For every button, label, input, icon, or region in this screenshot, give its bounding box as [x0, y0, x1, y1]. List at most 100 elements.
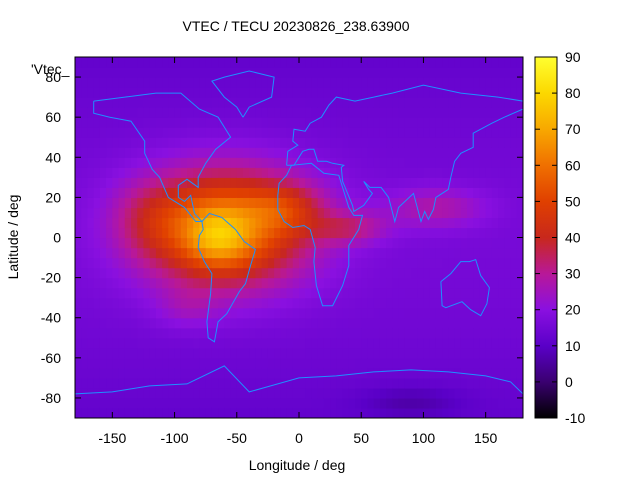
coastline-north-america — [93, 92, 232, 222]
heat-cell — [124, 57, 132, 68]
heat-cell — [93, 127, 101, 138]
heat-cell — [299, 187, 306, 198]
heat-cell — [124, 167, 132, 178]
heat-cell — [230, 127, 238, 138]
heat-cell — [75, 247, 82, 259]
heat-cell — [330, 157, 337, 168]
heat-cell — [236, 127, 244, 138]
heat-cell — [267, 397, 275, 409]
heat-cell — [404, 167, 412, 178]
heat-cell — [143, 377, 151, 389]
heat-cell — [193, 237, 201, 249]
heat-cell — [429, 377, 437, 389]
heat-cell — [124, 97, 132, 108]
heat-cell — [199, 107, 207, 118]
heat-cell — [485, 397, 493, 409]
heat-cell — [386, 387, 393, 399]
heat-cell — [155, 387, 163, 399]
heat-cell — [448, 397, 456, 409]
heat-cell — [379, 57, 387, 68]
heat-cell — [411, 67, 418, 78]
heat-cell — [379, 87, 387, 98]
heat-cell — [473, 197, 481, 209]
heat-cell — [93, 237, 101, 249]
heat-cell — [87, 177, 95, 188]
heat-cell — [174, 117, 182, 128]
heat-cell — [106, 367, 113, 379]
heat-cell — [473, 157, 481, 168]
heat-cell — [87, 197, 95, 209]
x-axis-ticks: -150 -100 -50 0 50 100 150 — [98, 57, 498, 446]
heat-cell — [342, 387, 350, 399]
heat-cell — [230, 57, 238, 68]
heat-cell — [355, 317, 362, 329]
heat-cell — [323, 167, 331, 178]
heat-cell — [516, 97, 523, 108]
heat-cell — [168, 227, 176, 239]
heat-cell — [386, 57, 393, 68]
heat-cell — [361, 267, 369, 279]
heat-cell — [379, 247, 387, 259]
heat-cell — [510, 307, 518, 319]
heat-cell — [473, 107, 481, 118]
heat-cell — [205, 267, 213, 279]
heat-cell — [348, 167, 356, 178]
heat-cell — [87, 357, 95, 369]
heat-cell — [442, 287, 449, 299]
heat-cell — [330, 67, 337, 78]
heat-cell — [348, 247, 356, 259]
heat-cell — [180, 327, 188, 339]
heat-cell — [379, 217, 387, 229]
heat-cell — [93, 197, 101, 209]
heat-cell — [180, 237, 188, 249]
y-tick-label: 20 — [45, 189, 61, 205]
heat-cell — [448, 177, 456, 188]
heat-cell — [292, 277, 300, 289]
heat-cell — [373, 347, 381, 359]
heat-cell — [411, 307, 418, 319]
heat-cell — [442, 227, 449, 239]
heat-cell — [348, 237, 356, 249]
heat-cell — [236, 387, 244, 399]
heat-cell — [498, 177, 505, 188]
heat-cell — [280, 317, 288, 329]
heat-cell — [230, 107, 238, 118]
heat-cell — [429, 257, 437, 269]
heat-cell — [479, 297, 487, 309]
heat-cell — [106, 107, 113, 118]
heat-cell — [211, 397, 219, 409]
heat-cell — [193, 307, 201, 319]
heat-cell — [249, 357, 257, 369]
heat-cell — [193, 97, 201, 108]
heat-cell — [485, 337, 493, 349]
heat-cell — [93, 357, 101, 369]
heat-cell — [355, 207, 362, 219]
heat-cell — [379, 137, 387, 148]
coastline-antarctica — [75, 365, 523, 395]
heat-cell — [498, 107, 505, 118]
heat-cell — [249, 257, 257, 269]
heat-cell — [305, 277, 313, 289]
heat-cell — [124, 107, 132, 118]
heat-cell — [411, 127, 418, 138]
heat-cell — [467, 257, 474, 269]
heat-cell — [174, 57, 182, 68]
heat-cell — [379, 397, 387, 409]
heat-cell — [317, 97, 325, 108]
heat-cell — [124, 217, 132, 229]
heat-cell — [249, 227, 257, 239]
heat-cell — [398, 267, 406, 279]
heat-cell — [336, 317, 344, 329]
heat-cell — [305, 187, 313, 198]
heat-cell — [392, 267, 400, 279]
heat-cell — [467, 397, 474, 409]
heat-cell — [218, 127, 225, 138]
heat-cell — [442, 77, 449, 88]
heat-cell — [398, 57, 406, 68]
heat-cell — [361, 257, 369, 269]
heat-cell — [199, 97, 207, 108]
heat-cell — [355, 227, 362, 239]
heat-cell — [174, 327, 182, 339]
heat-cell — [286, 97, 294, 108]
heat-cell — [442, 337, 449, 349]
